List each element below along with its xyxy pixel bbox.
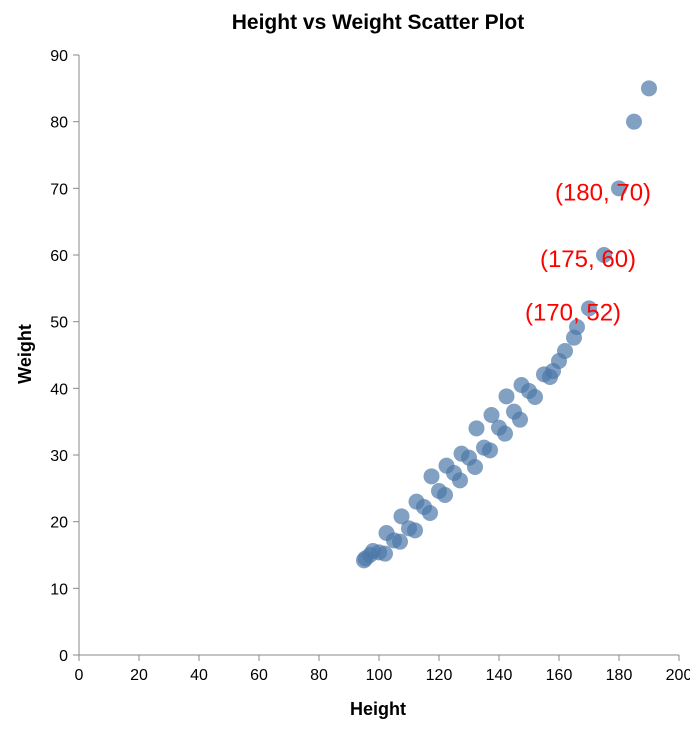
x-tick-label: 0	[75, 667, 84, 684]
data-point	[377, 545, 393, 562]
y-tick-label: 30	[50, 448, 68, 465]
data-point	[392, 533, 408, 550]
data-point	[557, 343, 573, 359]
data-point	[467, 459, 483, 475]
data-point	[611, 180, 627, 197]
data-point	[512, 411, 528, 428]
y-tick-label: 60	[50, 248, 68, 265]
x-tick-label: 160	[546, 667, 573, 684]
data-point	[527, 389, 543, 405]
data-point	[581, 300, 597, 317]
data-point	[393, 508, 410, 525]
data-point	[641, 80, 657, 97]
x-tick-label: 20	[130, 667, 148, 684]
y-tick-label: 40	[50, 381, 68, 398]
data-point	[423, 468, 440, 485]
y-axis: 0 10 20 30 40 50 60 70 80 90	[50, 48, 80, 665]
annotations: (170, 52) (175, 60) (180, 70)	[525, 179, 651, 326]
chart-title: Height vs Weight Scatter Plot	[232, 11, 525, 34]
annotation-label: (175, 60)	[540, 246, 636, 273]
data-point	[483, 407, 500, 423]
x-tick-label: 120	[426, 667, 453, 684]
data-point	[422, 505, 438, 521]
x-axis: 0 20 40 60 80 100 120 140 160 180 200	[75, 654, 690, 684]
y-tick-label: 0	[59, 648, 68, 665]
y-tick-label: 70	[50, 181, 68, 198]
data-point	[407, 522, 423, 539]
data-point	[498, 388, 515, 405]
data-point	[626, 113, 642, 130]
annotation-label: (170, 52)	[525, 299, 621, 326]
annotation-label: (180, 70)	[555, 179, 651, 206]
x-axis-title: Height	[350, 699, 406, 719]
x-tick-label: 60	[250, 667, 268, 684]
x-tick-label: 180	[606, 667, 633, 684]
y-tick-label: 90	[50, 48, 68, 65]
x-tick-label: 40	[190, 667, 208, 684]
data-point	[569, 319, 585, 335]
x-tick-label: 200	[666, 667, 690, 684]
data-point	[452, 472, 468, 489]
y-tick-label: 50	[50, 315, 68, 332]
data-point	[497, 425, 513, 442]
y-tick-label: 80	[50, 115, 68, 132]
x-tick-label: 140	[486, 667, 513, 684]
y-axis-title: Weight	[15, 324, 35, 384]
x-tick-label: 100	[366, 667, 393, 684]
data-point	[437, 487, 453, 503]
data-point	[596, 247, 612, 263]
data-points	[356, 80, 657, 569]
data-point	[468, 420, 485, 437]
y-tick-label: 20	[50, 515, 68, 532]
x-tick-label: 80	[310, 667, 328, 684]
y-tick-label: 10	[50, 581, 68, 598]
data-point	[482, 442, 498, 459]
